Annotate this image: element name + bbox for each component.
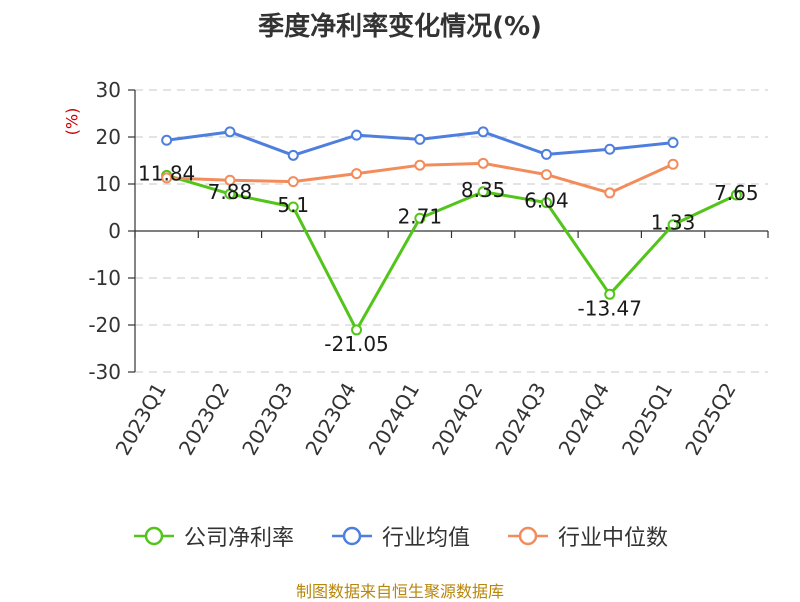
data-point xyxy=(161,172,173,184)
data-point xyxy=(224,126,236,138)
data-point xyxy=(287,149,299,161)
data-label: 1.33 xyxy=(651,211,696,235)
legend-item-industry-mean[interactable]: 行业均值 xyxy=(330,520,470,552)
x-tick-label: 2023Q4 xyxy=(300,379,360,460)
data-point xyxy=(604,288,616,300)
data-point xyxy=(477,186,489,198)
y-tick-label: 10 xyxy=(96,172,121,196)
x-tick-label: 2023Q1 xyxy=(111,379,171,460)
legend-label: 行业均值 xyxy=(381,526,470,551)
data-point xyxy=(224,174,236,186)
data-label: 6.04 xyxy=(524,189,569,213)
data-point xyxy=(351,129,363,141)
data-point xyxy=(540,197,552,209)
data-point xyxy=(351,168,363,180)
data-label: 5.1 xyxy=(277,193,309,217)
data-point xyxy=(604,187,616,199)
data-point xyxy=(540,148,552,160)
data-point xyxy=(477,157,489,169)
data-point xyxy=(287,201,299,213)
data-label: -13.47 xyxy=(578,296,642,320)
legend-item-industry-median[interactable]: 行业中位数 xyxy=(506,520,668,552)
y-tick-label: 0 xyxy=(108,219,121,243)
x-tick-label: 2025Q2 xyxy=(680,379,740,460)
legend-label: 公司净利率 xyxy=(183,526,294,551)
data-point xyxy=(351,324,363,336)
data-point xyxy=(730,189,742,201)
legend-marker-icon xyxy=(331,526,372,546)
x-tick-label: 2024Q3 xyxy=(490,379,550,460)
x-tick-label: 2025Q1 xyxy=(617,379,677,460)
chart-title: 季度净利率变化情况(%) xyxy=(258,12,542,42)
data-point xyxy=(224,188,236,200)
y-tick-label: -20 xyxy=(88,313,121,337)
data-point xyxy=(414,159,426,171)
legend-item-company[interactable]: 公司净利率 xyxy=(132,520,294,552)
x-tick-label: 2024Q4 xyxy=(554,379,614,460)
data-label: 8.35 xyxy=(461,178,506,202)
y-tick-label: 20 xyxy=(96,125,121,149)
data-label: 7.88 xyxy=(208,180,253,204)
legend: 公司净利率 行业均值 行业中位数 xyxy=(0,520,800,552)
data-point xyxy=(667,158,679,170)
data-point xyxy=(161,134,173,146)
legend-marker-icon xyxy=(508,526,548,546)
data-point xyxy=(477,126,489,138)
data-point xyxy=(287,176,299,188)
y-tick-label: 30 xyxy=(96,78,121,102)
data-point xyxy=(540,169,552,181)
data-label: -21.05 xyxy=(324,332,388,356)
data-point xyxy=(667,137,679,149)
x-tick-label: 2024Q2 xyxy=(427,379,487,460)
x-tick-label: 2023Q2 xyxy=(174,379,234,460)
legend-marker-icon xyxy=(133,526,174,546)
data-point xyxy=(604,143,616,155)
source-note: 制图数据来自恒生聚源数据库 xyxy=(295,582,504,601)
data-point xyxy=(667,219,679,231)
data-point xyxy=(414,133,426,145)
data-label: 7.65 xyxy=(714,181,759,205)
y-tick-label: -10 xyxy=(88,266,121,290)
y-tick-label: -30 xyxy=(88,360,121,384)
series-line-0 xyxy=(166,173,737,332)
data-label: 2.71 xyxy=(398,204,443,228)
data-label: 11.84 xyxy=(138,161,195,185)
data-point xyxy=(414,212,426,224)
x-tick-label: 2024Q1 xyxy=(364,379,424,460)
legend-label: 行业中位数 xyxy=(558,526,669,551)
x-tick-label: 2023Q3 xyxy=(237,379,297,460)
